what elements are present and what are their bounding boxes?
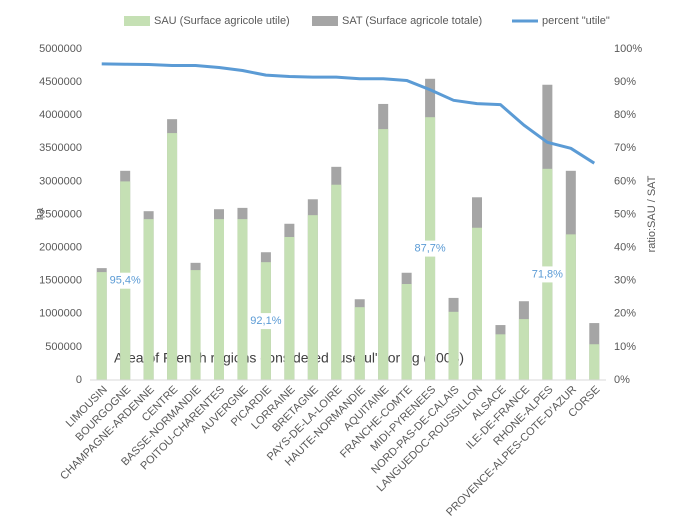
y2-tick-label: 40% xyxy=(614,242,636,254)
y2-tick-label: 60% xyxy=(614,175,636,187)
y2-tick-label: 90% xyxy=(614,76,636,88)
bar xyxy=(237,219,248,380)
bar xyxy=(401,284,412,380)
legend-label: percent "utile" xyxy=(542,15,610,27)
y-tick-label: 0 xyxy=(76,374,82,386)
y-tick-label: 2000000 xyxy=(39,242,82,254)
bar xyxy=(214,219,224,380)
y2-tick-label: 30% xyxy=(614,275,636,287)
bar xyxy=(495,334,506,380)
y-tick-label: 1000000 xyxy=(39,308,82,320)
data-label: 71,8% xyxy=(532,268,563,280)
data-label-bg xyxy=(247,313,284,330)
data-label-bg xyxy=(107,272,144,289)
y-tick-label: 3500000 xyxy=(39,142,82,154)
legend-marker xyxy=(312,16,338,26)
bar xyxy=(96,272,107,380)
y-tick-label: 2500000 xyxy=(39,208,82,220)
y2-tick-label: 10% xyxy=(614,341,636,353)
bar xyxy=(448,311,459,380)
y2-tick-label: 100% xyxy=(614,43,642,55)
bar xyxy=(518,319,529,380)
y2-tick-label: 80% xyxy=(614,109,636,121)
line xyxy=(101,62,596,165)
bar xyxy=(167,133,178,380)
y2-tick-label: 70% xyxy=(614,142,636,154)
bar xyxy=(331,184,342,380)
y2-tick-label: 50% xyxy=(614,208,636,220)
y-tick-label: 4000000 xyxy=(39,109,82,121)
bar xyxy=(307,215,318,380)
bar xyxy=(378,129,389,380)
bar xyxy=(143,219,154,380)
bar xyxy=(472,227,482,380)
y-tick-label: 5000000 xyxy=(39,43,82,55)
data-label-bg xyxy=(529,266,566,283)
y-tick-label: 3000000 xyxy=(39,175,82,187)
bar xyxy=(190,270,201,380)
bar xyxy=(589,344,600,380)
y-tick-label: 1500000 xyxy=(39,275,82,287)
y2-tick-label: 20% xyxy=(614,308,636,320)
data-label-bg xyxy=(412,240,449,257)
data-label: 87,7% xyxy=(414,242,445,254)
data-label: 95,4% xyxy=(110,275,141,287)
y2-tick-label: 0% xyxy=(614,374,630,386)
data-label: 92,1% xyxy=(250,315,281,327)
bar xyxy=(284,237,295,380)
y2-axis-title: ratio:SAU / SAT xyxy=(646,175,658,252)
legend-label: SAT (Surface agricole totale) xyxy=(342,15,482,27)
legend-label: SAU (Surface agricole utile) xyxy=(154,15,290,27)
y-axis-title: ha xyxy=(34,207,46,220)
y-tick-label: 500000 xyxy=(45,341,82,353)
legend-marker xyxy=(124,16,150,26)
y-tick-label: 4500000 xyxy=(39,76,82,88)
bar xyxy=(565,234,576,380)
bar xyxy=(354,307,365,380)
